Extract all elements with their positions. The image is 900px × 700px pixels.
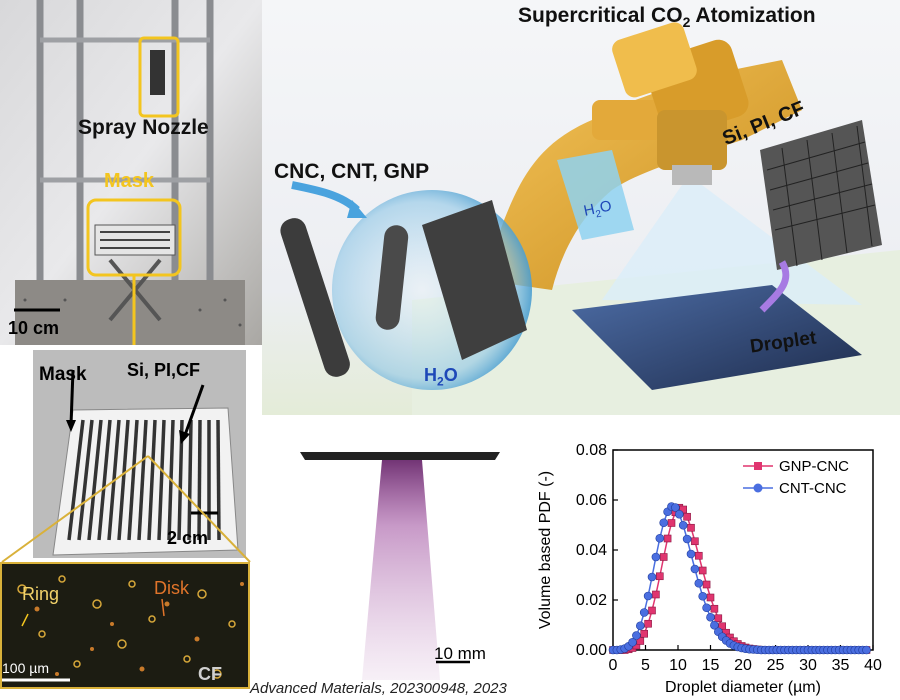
schematic-title-main: Supercritical CO (518, 4, 683, 27)
data-point-cnt-cnc (639, 608, 649, 617)
x-axis-label: Droplet diameter (µm) (665, 679, 821, 696)
apparatus-photo: Spray Nozzle Mask 10 cm (0, 0, 262, 345)
legend-label-cnt-cnc: CNT-CNC (779, 480, 847, 497)
data-point-cnt-cnc (659, 518, 668, 528)
data-point-cnt-cnc (643, 591, 653, 601)
x-tick-label: 20 (734, 657, 752, 674)
mask-photo: Mask Si, PI,CF 2 cm (33, 350, 246, 558)
apparatus-frame (0, 0, 262, 345)
spray-image: 10 mm (290, 448, 515, 680)
spray-plume (300, 452, 500, 680)
data-point-gnp-cnc (691, 537, 699, 546)
y-axis-label: Volume based PDF (-) (537, 471, 554, 629)
cf-label: CF (198, 664, 222, 684)
x-tick-label: 0 (609, 657, 618, 674)
materials-label: CNC, CNT, GNP (274, 160, 430, 183)
data-point-cnt-cnc (675, 509, 684, 519)
mask-photo-mask-label: Mask (39, 364, 87, 385)
data-point-cnt-cnc (694, 578, 704, 588)
data-point-gnp-cnc (702, 580, 711, 589)
legend-marker-cnt-cnc (753, 483, 763, 493)
mask-photo-scale-label: 2 cm (167, 528, 209, 548)
data-point-gnp-cnc (687, 523, 695, 532)
x-tick-label: 30 (799, 657, 817, 674)
atomization-schematic: Supercritical CO2 Atomization CNC, CNT, … (262, 0, 900, 415)
data-point-gnp-cnc (659, 553, 668, 561)
data-point-cnt-cnc (702, 603, 711, 613)
data-point-gnp-cnc (667, 519, 676, 527)
x-tick-label: 35 (832, 657, 850, 674)
x-tick-label: 40 (864, 657, 882, 674)
data-point-gnp-cnc (718, 622, 726, 631)
scale-label-apparatus: 10 cm (8, 318, 60, 338)
y-tick-label: 0.04 (576, 542, 607, 559)
data-point-gnp-cnc (652, 590, 660, 599)
data-point-gnp-cnc (706, 593, 715, 602)
data-point-gnp-cnc (656, 572, 664, 581)
x-tick-label: 5 (641, 657, 650, 674)
citation: Advanced Materials, 202300948, 2023 (250, 680, 507, 697)
ring-label: Ring (22, 584, 60, 604)
micrograph-particles (2, 564, 248, 687)
schematic-title: Supercritical CO2 Atomization (518, 4, 816, 30)
y-tick-label: 0.08 (576, 442, 607, 459)
data-point-gnp-cnc (714, 614, 723, 623)
mask-grid (33, 350, 246, 558)
data-point-gnp-cnc (683, 512, 691, 521)
zoom-callout-lines (1, 455, 251, 563)
data-point-cnt-cnc (655, 533, 665, 543)
y-tick-label: 0.00 (576, 642, 607, 659)
mask-label: Mask (104, 170, 155, 192)
data-point-gnp-cnc (695, 551, 703, 560)
y-tick-label: 0.06 (576, 492, 607, 509)
micrograph: Ring Disk 100 µm CF (0, 562, 250, 689)
data-point-cnt-cnc (686, 549, 696, 559)
data-point-gnp-cnc (644, 619, 652, 628)
y-tick-label: 0.02 (576, 592, 607, 609)
data-point-cnt-cnc (632, 631, 641, 640)
mask-photo-substrate-label: Si, PI,CF (127, 360, 201, 380)
x-tick-label: 15 (702, 657, 720, 674)
data-point-cnt-cnc (698, 591, 707, 601)
data-point-gnp-cnc (640, 629, 648, 638)
data-point-cnt-cnc (682, 534, 692, 544)
schematic-title-tail: Atomization (690, 4, 816, 27)
data-point-cnt-cnc (710, 620, 719, 630)
data-point-cnt-cnc (636, 621, 645, 631)
data-point-cnt-cnc (678, 520, 688, 530)
schematic-title-sub: 2 (682, 14, 691, 31)
data-point-cnt-cnc (862, 645, 871, 655)
schematic-illustration (280, 22, 900, 415)
data-point-gnp-cnc (663, 534, 672, 543)
disk-label: Disk (154, 578, 189, 598)
legend-label-gnp-cnc: GNP-CNC (779, 458, 849, 475)
data-point-cnt-cnc (671, 503, 680, 512)
droplet-size-chart: 0 5 10 15 20 25 30 35 40 0.00 0.02 0.04 0.06 0.08 Drop… (537, 442, 882, 696)
x-tick-label: 10 (669, 657, 687, 674)
water-label-bubble: H2O (424, 365, 458, 389)
x-tick-label: 25 (767, 657, 785, 674)
data-point-gnp-cnc (648, 606, 656, 615)
data-point-cnt-cnc (706, 612, 715, 622)
spray-nozzle-label: Spray Nozzle (78, 116, 209, 139)
data-point-cnt-cnc (647, 572, 657, 582)
data-point-cnt-cnc (651, 552, 661, 562)
data-point-gnp-cnc (636, 637, 645, 645)
spray-scale-label: 10 mm (434, 644, 486, 663)
data-point-gnp-cnc (710, 604, 719, 613)
data-point-gnp-cnc (698, 566, 707, 575)
micrograph-scale-label: 100 µm (2, 660, 49, 676)
nozzle-highlight-box (138, 36, 180, 118)
data-point-cnt-cnc (628, 637, 637, 647)
legend-marker-gnp-cnc (754, 462, 762, 470)
data-point-cnt-cnc (690, 564, 700, 574)
